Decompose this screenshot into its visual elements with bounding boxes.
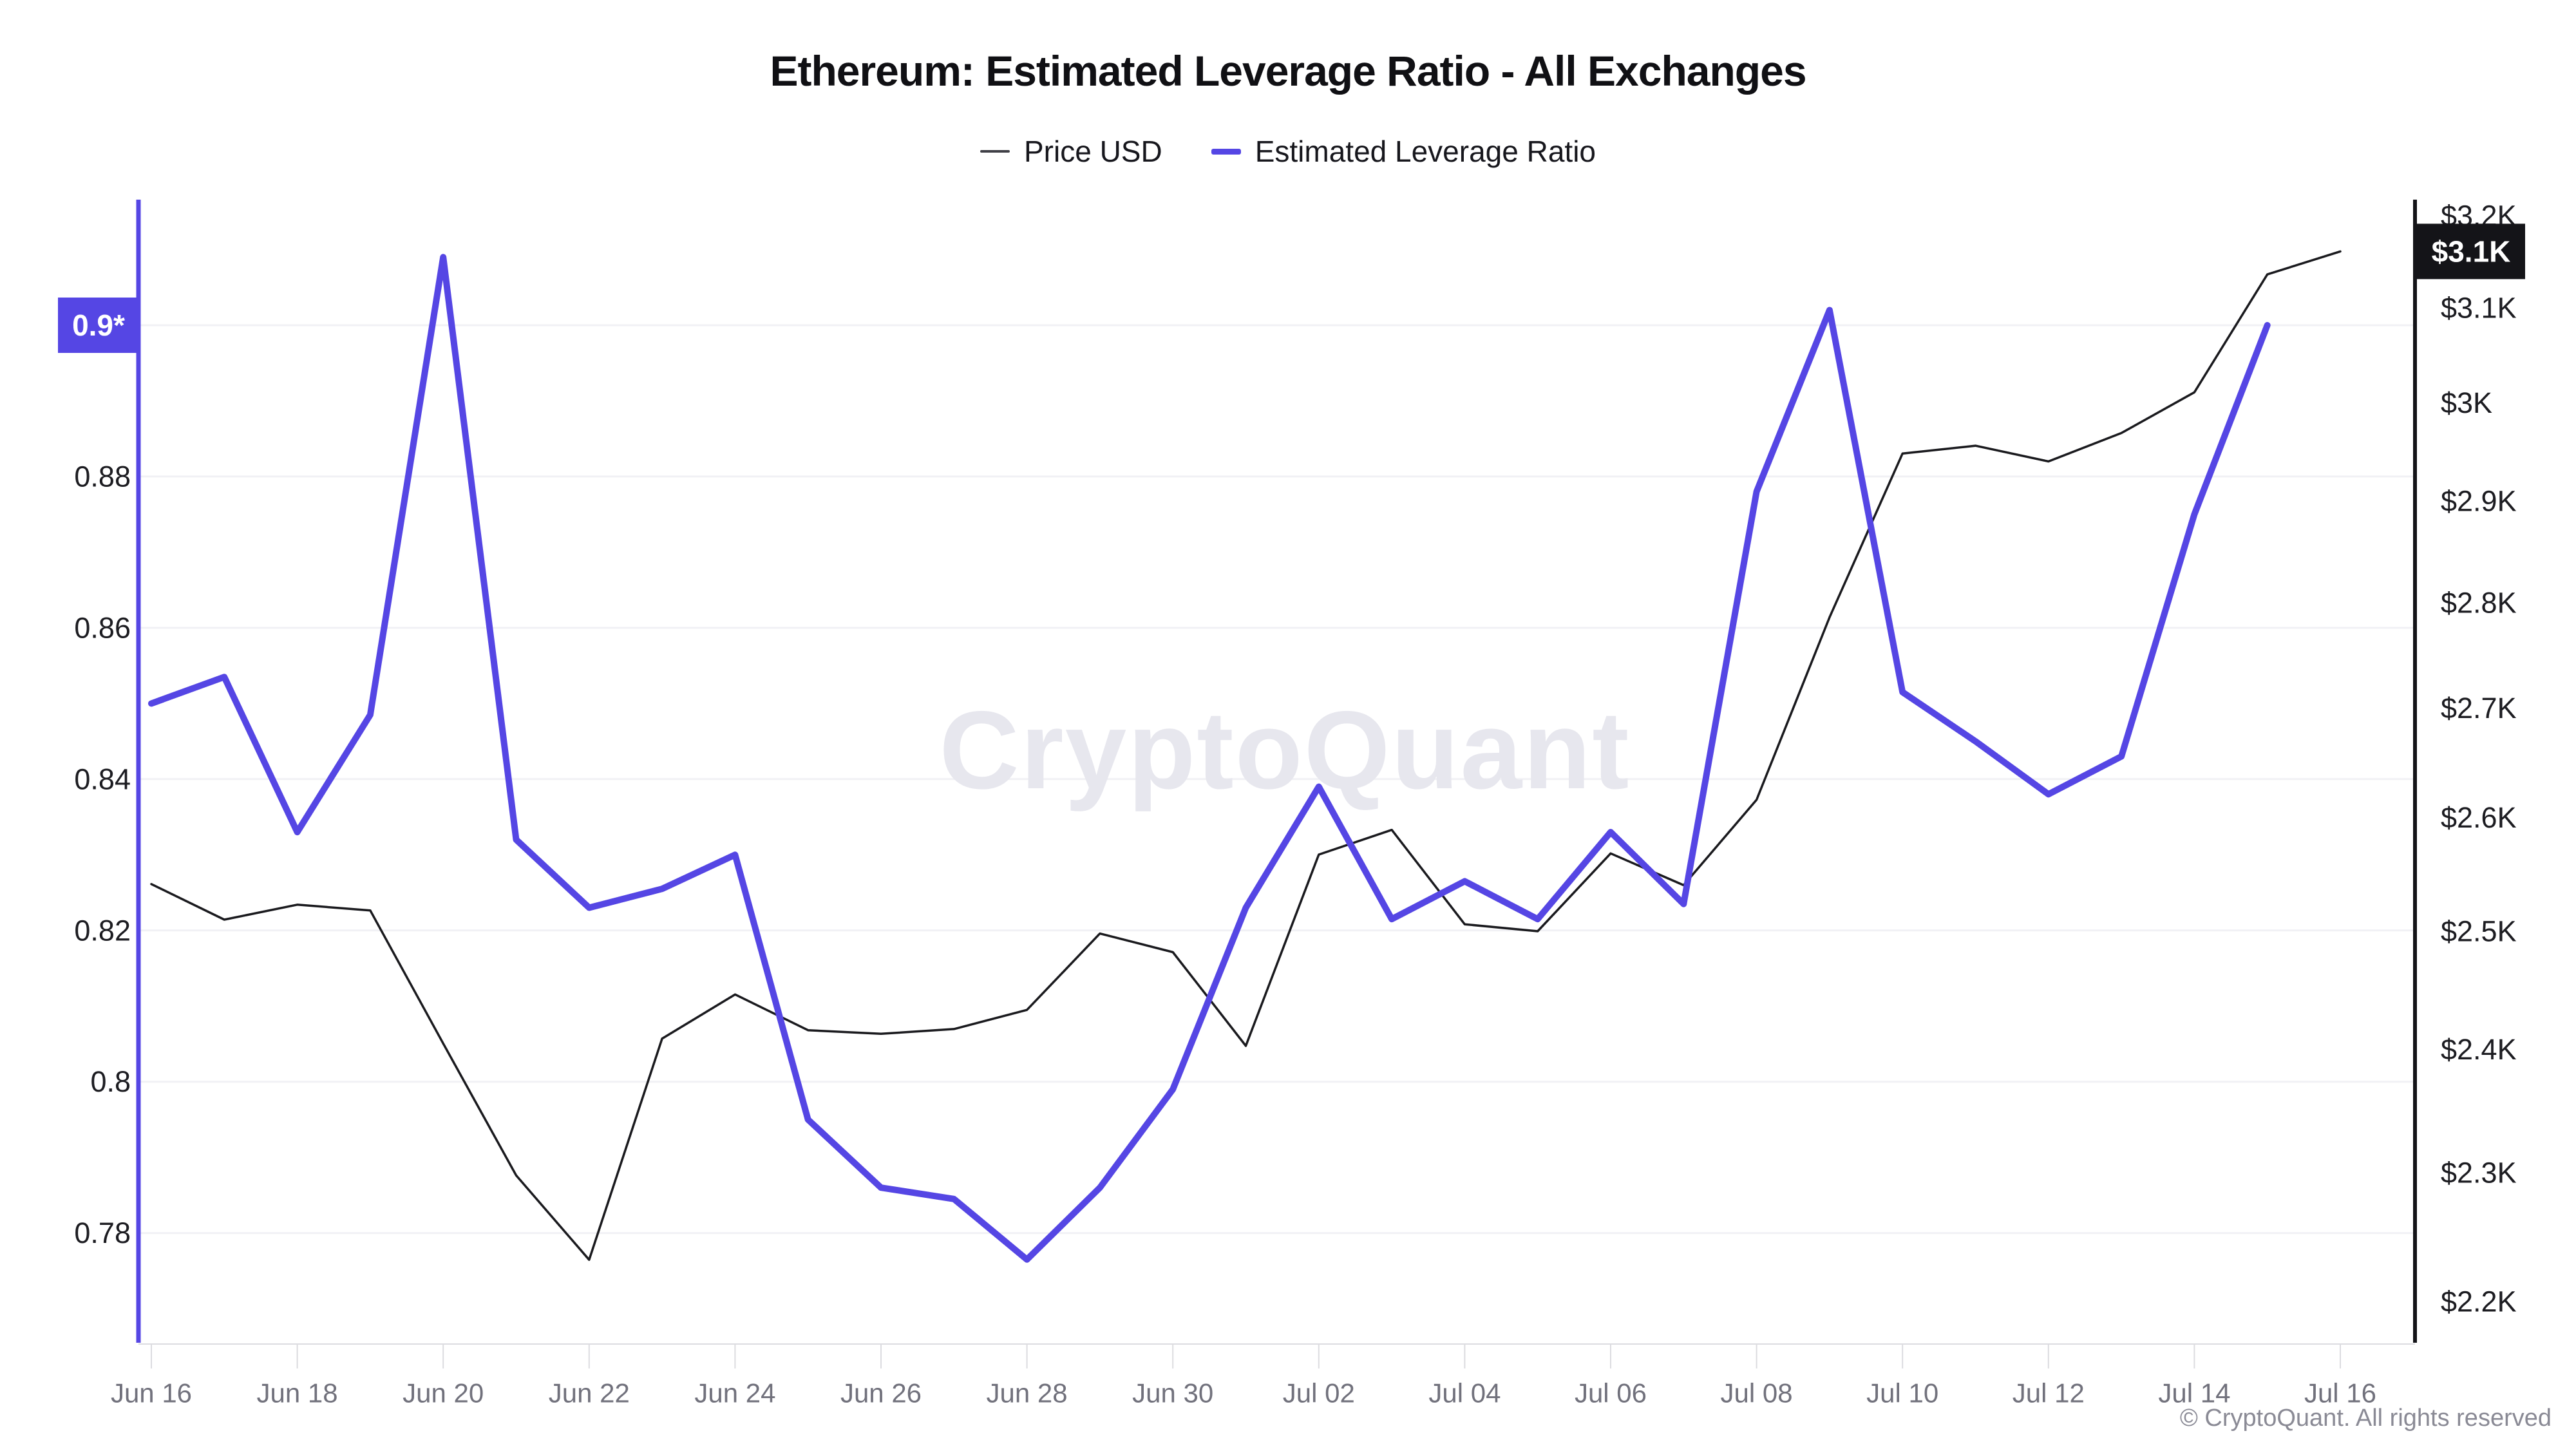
leverage-ratio-line[interactable] (148, 254, 2271, 1263)
y-left-tick-label: 0.86 (74, 611, 131, 644)
x-tick-label: Jun 30 (1132, 1378, 1213, 1408)
y-left-tick-label: 0.82 (74, 914, 131, 947)
y-left-tick-label: 0.8 (90, 1065, 131, 1098)
legend-label: Estimated Leverage Ratio (1255, 135, 1596, 168)
x-tick-label: Jul 02 (1283, 1378, 1355, 1408)
copyright-notice: © CryptoQuant. All rights reserved (2179, 1405, 2552, 1432)
x-tick-label: Jun 24 (694, 1378, 775, 1408)
leverage-current-value-label: 0.9* (72, 308, 125, 342)
plot-area[interactable] (138, 200, 2415, 1343)
x-tick-label: Jun 28 (987, 1378, 1068, 1408)
price-current-value-label: $3.1K (2432, 234, 2511, 268)
x-tick-label: Jul 16 (2304, 1378, 2376, 1408)
price-usd-line[interactable] (150, 250, 2342, 1261)
x-tick-label: Jul 10 (1866, 1378, 1938, 1408)
x-tick-label: Jul 12 (2012, 1378, 2085, 1408)
y-right-tick-label: $2.7K (2441, 692, 2517, 724)
x-tick-label: Jun 26 (840, 1378, 922, 1408)
y-left-tick-label: 0.78 (74, 1217, 131, 1249)
y-right-tick-label: $2.8K (2441, 587, 2517, 620)
y-right-tick-label: $2.9K (2441, 485, 2517, 518)
y-left-tick-label: 0.88 (74, 460, 131, 493)
y-right-tick-label: $3K (2441, 386, 2492, 419)
page-title: Ethereum: Estimated Leverage Ratio - All… (770, 47, 1806, 95)
x-tick-label: Jun 16 (111, 1378, 192, 1408)
x-tick-label: Jun 18 (257, 1378, 338, 1408)
y-right-tick-label: $3.1K (2441, 292, 2517, 325)
y-right-tick-label: $2.3K (2441, 1157, 2517, 1189)
legend-item-estimated-leverage-ratio[interactable]: Estimated Leverage Ratio (1211, 134, 1596, 169)
y-left-tick-label: 0.84 (74, 762, 131, 795)
legend-item-price-usd[interactable]: Price USD (980, 134, 1162, 169)
price-current-value-badge (2417, 223, 2525, 279)
x-tick-label: Jul 06 (1575, 1378, 1647, 1408)
price-line-swatch-icon (980, 150, 1010, 153)
y-right-tick-label: $2.5K (2441, 915, 2517, 948)
x-tick-label: Jun 20 (402, 1378, 484, 1408)
watermark: CryptoQuant (939, 688, 1630, 812)
x-tick-label: Jul 14 (2158, 1378, 2230, 1408)
y-right-tick-label: $2.4K (2441, 1033, 2517, 1066)
leverage-current-value-badge (58, 298, 138, 353)
x-tick-label: Jul 04 (1428, 1378, 1501, 1408)
y-right-tick-label: $2.2K (2441, 1285, 2517, 1318)
leverage-line-swatch-icon (1211, 148, 1241, 155)
legend-label: Price USD (1023, 135, 1162, 168)
x-tick-label: Jul 08 (1721, 1378, 1793, 1408)
legend: Price USD Estimated Leverage Ratio (0, 134, 2576, 169)
x-tick-label: Jun 22 (549, 1378, 630, 1408)
y-right-tick-label: $2.6K (2441, 801, 2517, 834)
